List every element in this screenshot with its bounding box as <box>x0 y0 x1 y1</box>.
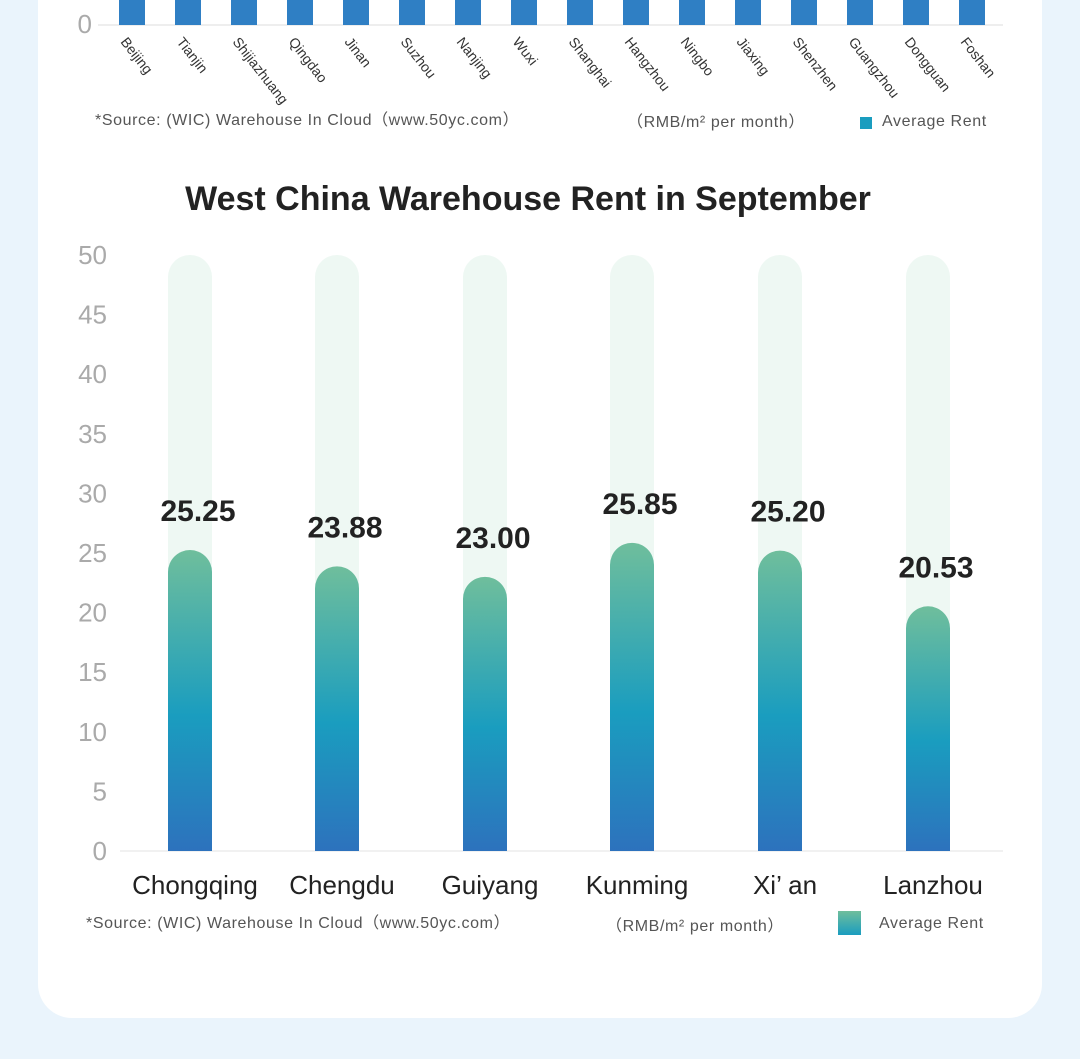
bar-chongqing <box>168 550 212 851</box>
category-label: Guiyang <box>442 870 539 900</box>
value-label: 23.88 <box>307 511 382 544</box>
top-category-label: Shijiazhuang <box>230 34 292 107</box>
top-category-label: Jinan <box>342 34 375 70</box>
top-bar-qingdao <box>287 0 313 25</box>
value-label: 25.20 <box>750 496 825 529</box>
top-category-label: Dongguan <box>902 34 954 95</box>
top-bar-nanjing <box>455 0 481 25</box>
top-bar-suzhou <box>399 0 425 25</box>
top-category-label: Beijing <box>118 34 156 77</box>
top-bar-foshan <box>959 0 985 25</box>
legend-swatch <box>838 911 861 935</box>
source-note: *Source: (WIC) Warehouse In Cloud（www.50… <box>86 914 510 932</box>
top-bar-shanghai <box>567 0 593 25</box>
value-label: 20.53 <box>898 551 973 584</box>
top-bar-shijiazhuang <box>231 0 257 25</box>
y-tick-label: 45 <box>78 300 107 330</box>
top-category-label: Hangzhou <box>622 34 674 94</box>
top-bar-wuxi <box>511 0 537 25</box>
bar-tracks <box>168 255 950 851</box>
y-tick-label: 5 <box>93 776 107 806</box>
category-label: Kunming <box>586 870 689 900</box>
top-category-label: Ningbo <box>678 34 718 79</box>
top-category-label: Wuxi <box>510 34 542 68</box>
top-bar-dongguan <box>903 0 929 25</box>
top-unit-note: （RMB/m² per month） <box>627 113 805 131</box>
top-bar-hangzhou <box>623 0 649 25</box>
top-bar-tianjin <box>175 0 201 25</box>
top-category-label: Shanghai <box>566 34 615 90</box>
category-label: Chengdu <box>289 870 395 900</box>
top-bar-guangzhou <box>847 0 873 25</box>
bar-lanzhou <box>906 606 950 851</box>
bar-guiyang <box>463 576 507 851</box>
bar-kunming <box>610 542 654 851</box>
y-tick-label: 15 <box>78 657 107 687</box>
top-bar-beijing <box>119 0 145 25</box>
value-label: 25.25 <box>160 495 235 528</box>
y-tick-label: 25 <box>78 538 107 568</box>
y-tick-label: 0 <box>93 836 107 866</box>
y-tick-label: 20 <box>78 598 107 628</box>
category-labels: Chongqing Chengdu Guiyang Kunming Xi’ an Lanz… <box>132 870 983 900</box>
y-axis: 0 5 10 15 20 25 30 35 40 45 50 <box>78 240 107 866</box>
top-category-label: Guangzhou <box>846 34 903 101</box>
top-legend-swatch <box>860 117 872 129</box>
top-y-tick-zero: 0 <box>78 9 92 39</box>
y-tick-label: 50 <box>78 240 107 270</box>
top-bar-shenzhen <box>791 0 817 25</box>
top-legend-label: Average Rent <box>882 113 987 130</box>
bars <box>168 542 950 851</box>
top-bar-jinan <box>343 0 369 25</box>
y-tick-label: 30 <box>78 478 107 508</box>
y-tick-label: 35 <box>78 419 107 449</box>
value-label: 25.85 <box>602 488 677 521</box>
top-source-note: *Source: (WIC) Warehouse In Cloud（www.50… <box>95 111 519 129</box>
value-label: 23.00 <box>455 522 530 555</box>
y-tick-label: 10 <box>78 717 107 747</box>
legend-label: Average Rent <box>879 915 984 932</box>
top-bar-jiaxing <box>735 0 761 25</box>
top-category-label: Foshan <box>958 34 999 81</box>
y-tick-label: 40 <box>78 359 107 389</box>
top-category-label: Qingdao <box>286 34 331 86</box>
top-category-label: Jiaxing <box>734 34 773 78</box>
bar-xian <box>758 550 802 851</box>
category-label: Lanzhou <box>883 870 983 900</box>
bar-chengdu <box>315 566 359 851</box>
top-category-label: Suzhou <box>398 34 440 81</box>
top-category-label: Tianjin <box>174 34 212 76</box>
chart-title: West China Warehouse Rent in September <box>185 180 871 218</box>
category-label: Chongqing <box>132 870 258 900</box>
value-labels: 25.25 23.88 23.00 25.85 25.20 20.53 <box>160 488 973 584</box>
top-category-label: Shenzhen <box>790 34 841 94</box>
unit-note: （RMB/m² per month） <box>606 917 784 935</box>
top-bar-ningbo <box>679 0 705 25</box>
category-label: Xi’ an <box>753 870 817 900</box>
top-category-label: Nanjing <box>454 34 496 81</box>
